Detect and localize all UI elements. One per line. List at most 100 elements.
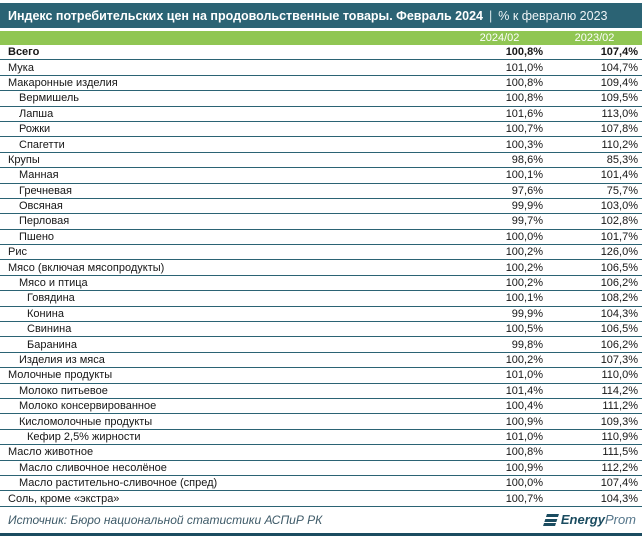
row-value-2024-02: 100,1% xyxy=(505,169,543,182)
row-value-2024-02: 99,7% xyxy=(511,215,543,228)
row-value-2023-02: 107,4% xyxy=(600,477,638,490)
row-value-2023-02: 109,4% xyxy=(600,76,638,89)
row-value-2023-02: 104,3% xyxy=(600,307,638,320)
row-value-2023-02: 109,3% xyxy=(600,415,638,428)
column-header-2023-02: 2023/02 xyxy=(574,32,615,44)
row-value-2023-02: 109,5% xyxy=(600,92,638,105)
column-header-2024-02: 2024/02 xyxy=(479,32,520,44)
row-label: Пшено xyxy=(19,230,55,243)
row-value-2024-02: 100,9% xyxy=(505,415,543,428)
column-header-spacer xyxy=(0,31,452,45)
row-value-2023-02: 85,3% xyxy=(606,153,638,166)
row-label: Мука xyxy=(8,61,34,74)
row-value-2024-02: 101,0% xyxy=(505,61,543,74)
table-body: Всего 100,8% 107,4% Мука 101,0% 104,7% М… xyxy=(0,45,642,507)
row-label: Рис xyxy=(8,246,27,259)
row-label: Масло животное xyxy=(8,446,94,459)
title-subtitle: % к февралю 2023 xyxy=(498,8,608,23)
row-value-2023-02: 110,2% xyxy=(601,138,639,151)
table-row: Масло растительно-сливочное (спред) 100,… xyxy=(0,476,642,492)
row-value-2024-02: 100,4% xyxy=(505,400,543,413)
row-label: Масло сливочное несолёное xyxy=(19,461,167,474)
row-value-2023-02: 111,2% xyxy=(602,400,638,413)
row-label: Лапша xyxy=(19,107,54,120)
row-value-2023-02: 106,2% xyxy=(600,338,638,351)
row-value-2023-02: 111,5% xyxy=(602,446,638,459)
table-row: Масло сливочное несолёное 100,9% 112,2% xyxy=(0,461,642,476)
row-value-2023-02: 107,3% xyxy=(600,354,638,366)
row-label: Масло растительно-сливочное (спред) xyxy=(19,477,218,490)
row-value-2024-02: 99,8% xyxy=(511,338,543,351)
row-value-2023-02: 106,2% xyxy=(600,277,638,290)
energyprom-logo-text: EnergyProm xyxy=(561,512,636,527)
row-label: Гречневая xyxy=(19,184,72,197)
row-value-2023-02: 106,5% xyxy=(600,261,638,274)
row-value-2023-02: 113,0% xyxy=(601,107,639,120)
row-value-2023-02: 101,7% xyxy=(600,230,638,243)
table-row: Крупы 98,6% 85,3% xyxy=(0,153,642,169)
table-row: Рожки 100,7% 107,8% xyxy=(0,122,642,138)
row-label: Макаронные изделия xyxy=(8,76,118,89)
row-value-2024-02: 100,0% xyxy=(505,477,543,490)
row-value-2023-02: 102,8% xyxy=(600,215,638,228)
table-row: Мука 101,0% 104,7% xyxy=(0,60,642,76)
title-bar: Индекс потребительских цен на продовольс… xyxy=(0,3,642,28)
logo-prom: Prom xyxy=(604,512,636,528)
table-row: Овсяная 99,9% 103,0% xyxy=(0,199,642,215)
row-value-2023-02: 106,5% xyxy=(600,323,638,336)
table-row: Баранина 99,8% 106,2% xyxy=(0,337,642,353)
row-label: Изделия из мяса xyxy=(19,354,105,366)
row-value-2024-02: 101,4% xyxy=(505,384,543,397)
row-value-2023-02: 112,2% xyxy=(601,461,639,474)
table-row: Перловая 99,7% 102,8% xyxy=(0,214,642,230)
row-label: Молочные продукты xyxy=(8,369,113,382)
source-text: Источник: Бюро национальной статистики А… xyxy=(8,512,323,527)
row-value-2024-02: 100,5% xyxy=(505,323,543,336)
row-label: Мясо и птица xyxy=(19,277,88,290)
table-row: Манная 100,1% 101,4% xyxy=(0,168,642,184)
row-label: Кисломолочные продукты xyxy=(19,415,153,428)
row-value-2023-02: 110,9% xyxy=(601,430,639,443)
row-value-2023-02: 107,4% xyxy=(600,46,638,59)
row-value-2024-02: 101,6% xyxy=(505,107,543,120)
table-row: Соль, кроме «экстра» 100,7% 104,3% xyxy=(0,491,642,507)
row-label: Кефир 2,5% жирности xyxy=(27,430,141,443)
row-value-2024-02: 100,7% xyxy=(505,123,543,136)
row-label: Соль, кроме «экстра» xyxy=(8,492,120,505)
column-header-row: 2024/02 2023/02 xyxy=(0,31,642,45)
row-value-2023-02: 114,2% xyxy=(601,384,639,397)
table-row: Мясо (включая мясопродукты) 100,2% 106,5… xyxy=(0,260,642,276)
row-value-2024-02: 100,3% xyxy=(505,138,543,151)
table-row: Молочные продукты 101,0% 110,0% xyxy=(0,368,642,384)
table-row: Говядина 100,1% 108,2% xyxy=(0,291,642,307)
row-label: Спагетти xyxy=(19,138,65,151)
table-row: Вермишель 100,8% 109,5% xyxy=(0,91,642,107)
energyprom-logo: EnergyProm xyxy=(542,512,636,527)
logo-energy: Energy xyxy=(560,512,605,528)
table-row: Масло животное 100,8% 111,5% xyxy=(0,445,642,461)
row-value-2023-02: 108,2% xyxy=(600,292,638,305)
row-label: Рожки xyxy=(19,123,51,136)
title-separator: | xyxy=(488,8,493,23)
row-label: Манная xyxy=(19,169,59,182)
row-value-2023-02: 104,3% xyxy=(600,492,638,505)
row-value-2024-02: 97,6% xyxy=(511,184,543,197)
row-value-2023-02: 126,0% xyxy=(600,246,638,259)
row-label: Свинина xyxy=(27,323,72,336)
row-value-2024-02: 98,6% xyxy=(511,153,543,166)
row-value-2024-02: 100,2% xyxy=(505,261,543,274)
table-row: Пшено 100,0% 101,7% xyxy=(0,230,642,246)
row-value-2023-02: 75,7% xyxy=(606,184,638,197)
row-value-2023-02: 104,7% xyxy=(600,61,638,74)
row-label: Вермишель xyxy=(19,92,80,105)
row-value-2024-02: 101,0% xyxy=(505,369,543,382)
row-value-2024-02: 99,9% xyxy=(511,200,543,213)
row-label: Молоко консервированное xyxy=(19,400,157,413)
row-label: Овсяная xyxy=(19,200,63,213)
row-value-2024-02: 99,9% xyxy=(511,307,543,320)
row-label: Конина xyxy=(27,307,64,320)
row-label: Крупы xyxy=(8,153,40,166)
row-value-2024-02: 100,8% xyxy=(505,446,543,459)
row-value-2024-02: 100,8% xyxy=(505,76,543,89)
